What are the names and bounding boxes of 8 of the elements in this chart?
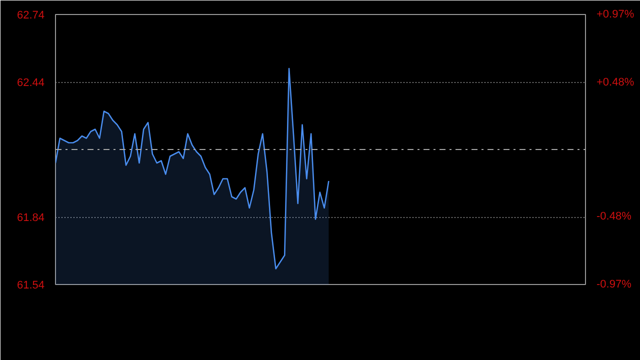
y-tick-label: 62.44 — [16, 77, 45, 89]
y-tick-label: 62.74 — [16, 10, 45, 22]
y-tick-label: 61.84 — [16, 212, 45, 224]
y2-tick-label: +0.48% — [596, 76, 634, 89]
y2-tick-label: -0.97% — [596, 278, 632, 290]
y2-tick-label: +0.97% — [596, 8, 634, 20]
y2-tick-label: -0.48% — [596, 210, 632, 222]
y-tick-label: 61.54 — [16, 280, 45, 292]
